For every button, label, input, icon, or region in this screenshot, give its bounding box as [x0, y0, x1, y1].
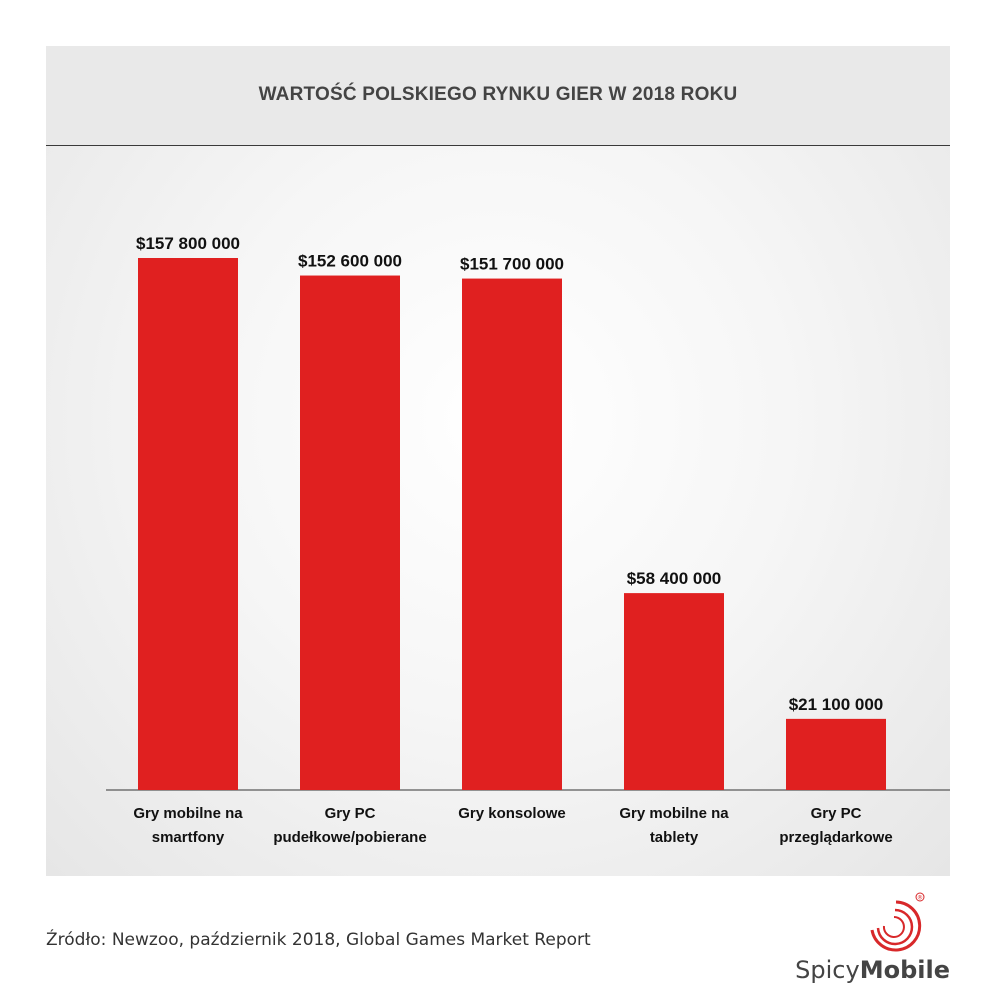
category-label: przeglądarkowe	[779, 829, 892, 846]
data-label: $151 700 000	[460, 255, 564, 274]
title-band: WARTOŚĆ POLSKIEGO RYNKU GIER W 2018 ROKU	[46, 46, 950, 146]
category-label: Gry mobilne na	[619, 805, 729, 822]
bar	[786, 718, 886, 790]
data-label: $21 100 000	[789, 695, 884, 714]
category-label: smartfony	[152, 829, 225, 846]
data-label: $157 800 000	[136, 234, 240, 253]
brand-logo: ® SpicyMobile	[795, 890, 950, 990]
chart-title: WARTOŚĆ POLSKIEGO RYNKU GIER W 2018 ROKU	[258, 84, 738, 105]
category-label: Gry PC	[325, 805, 376, 822]
category-label: Gry konsolowe	[458, 805, 566, 822]
category-label: tablety	[650, 829, 699, 846]
spiral-logo-icon: ®	[870, 892, 925, 952]
brand-name-light: Spicy	[795, 956, 860, 984]
bar-chart: $157 800 000 Gry mobilne na smartfony $152 …	[106, 234, 950, 846]
chart-panel: WARTOŚĆ POLSKIEGO RYNKU GIER W 2018 ROKU…	[46, 46, 950, 876]
bar	[138, 258, 238, 790]
category-label: pudełkowe/pobierane	[273, 829, 426, 846]
data-label: $58 400 000	[627, 569, 722, 588]
category-label: Gry mobilne na	[133, 805, 243, 822]
bar	[462, 278, 562, 790]
brand-name: SpicyMobile	[795, 956, 950, 984]
brand-name-bold: Mobile	[859, 956, 950, 984]
source-note: Źródło: Newzoo, październik 2018, Global…	[46, 930, 591, 950]
category-label: Gry PC	[811, 805, 862, 822]
bar	[624, 593, 724, 790]
data-label: $152 600 000	[298, 252, 402, 271]
registered-mark: ®	[917, 895, 923, 902]
bar	[300, 275, 400, 790]
